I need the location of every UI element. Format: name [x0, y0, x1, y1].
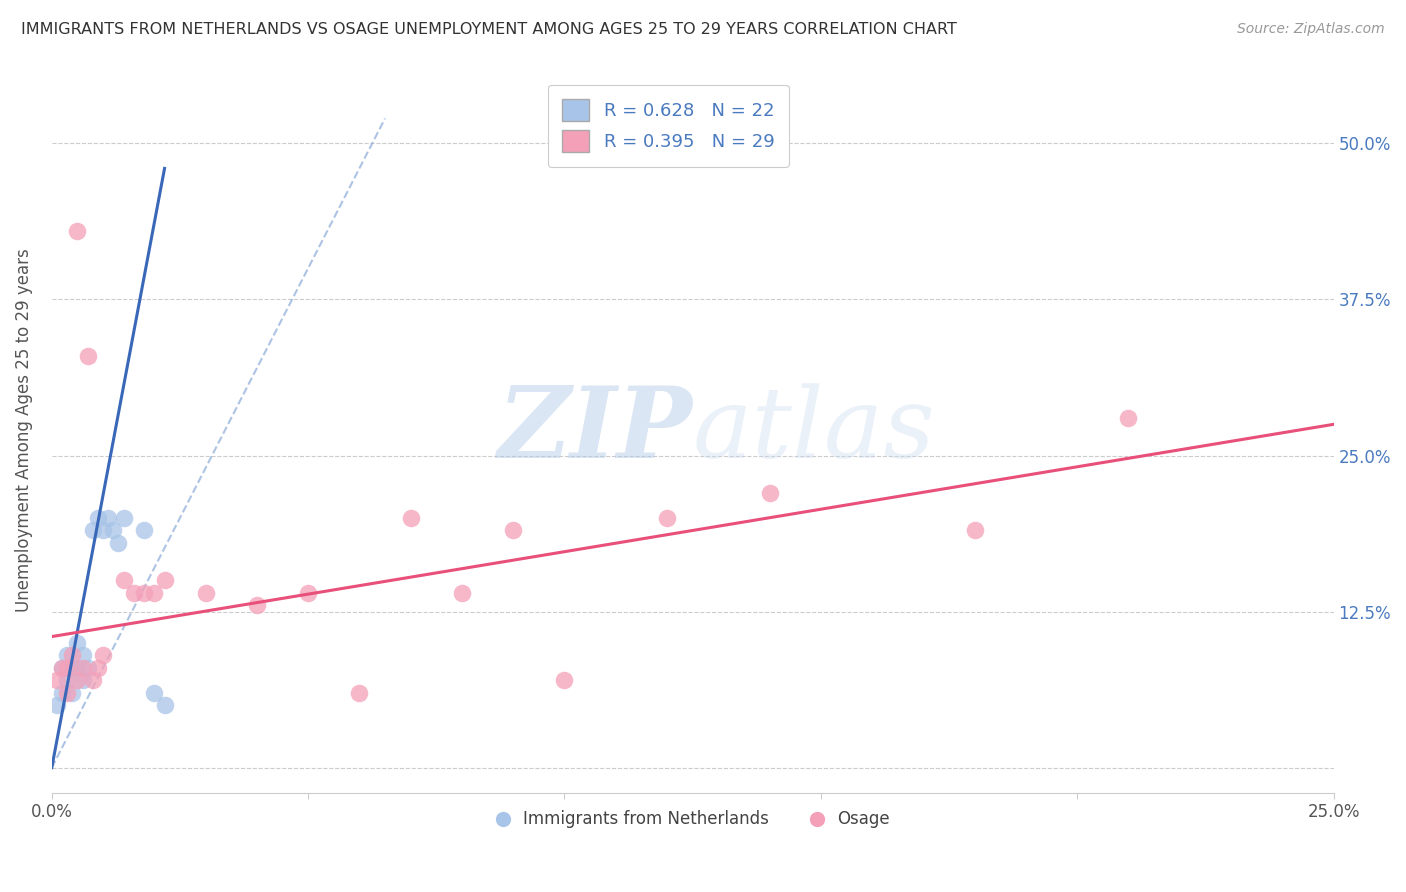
Point — [87, 661, 110, 675]
Point — [66, 673, 89, 688]
Point — [963, 524, 986, 538]
Point — [56, 648, 79, 663]
Point — [132, 586, 155, 600]
Point — [66, 636, 89, 650]
Legend: Immigrants from Netherlands, Osage: Immigrants from Netherlands, Osage — [489, 804, 896, 835]
Point — [60, 686, 83, 700]
Point — [122, 586, 145, 600]
Point — [655, 511, 678, 525]
Point — [66, 224, 89, 238]
Point — [399, 511, 422, 525]
Point — [76, 349, 98, 363]
Point — [60, 648, 83, 663]
Text: IMMIGRANTS FROM NETHERLANDS VS OSAGE UNEMPLOYMENT AMONG AGES 25 TO 29 YEARS CORR: IMMIGRANTS FROM NETHERLANDS VS OSAGE UNE… — [21, 22, 957, 37]
Point — [56, 686, 79, 700]
Point — [56, 661, 79, 675]
Point — [112, 574, 135, 588]
Point — [297, 586, 319, 600]
Point — [87, 511, 110, 525]
Point — [76, 661, 98, 675]
Point — [143, 586, 166, 600]
Point — [91, 648, 114, 663]
Y-axis label: Unemployment Among Ages 25 to 29 years: Unemployment Among Ages 25 to 29 years — [15, 249, 32, 613]
Point — [51, 661, 73, 675]
Text: ZIP: ZIP — [498, 383, 693, 479]
Text: atlas: atlas — [693, 383, 935, 478]
Point — [143, 686, 166, 700]
Point — [45, 673, 67, 688]
Point — [246, 599, 269, 613]
Point — [97, 511, 120, 525]
Point — [51, 661, 73, 675]
Point — [103, 524, 125, 538]
Point — [72, 661, 94, 675]
Point — [451, 586, 474, 600]
Point — [91, 524, 114, 538]
Point — [51, 686, 73, 700]
Point — [82, 524, 104, 538]
Point — [758, 486, 780, 500]
Text: Source: ZipAtlas.com: Source: ZipAtlas.com — [1237, 22, 1385, 37]
Point — [107, 536, 129, 550]
Point — [153, 698, 176, 713]
Point — [553, 673, 575, 688]
Point — [72, 648, 94, 663]
Point — [1118, 411, 1140, 425]
Point — [112, 511, 135, 525]
Point — [132, 524, 155, 538]
Point — [45, 698, 67, 713]
Point — [502, 524, 524, 538]
Point — [66, 661, 89, 675]
Point — [349, 686, 371, 700]
Point — [194, 586, 217, 600]
Point — [72, 673, 94, 688]
Point — [60, 661, 83, 675]
Point — [153, 574, 176, 588]
Point — [56, 673, 79, 688]
Point — [82, 673, 104, 688]
